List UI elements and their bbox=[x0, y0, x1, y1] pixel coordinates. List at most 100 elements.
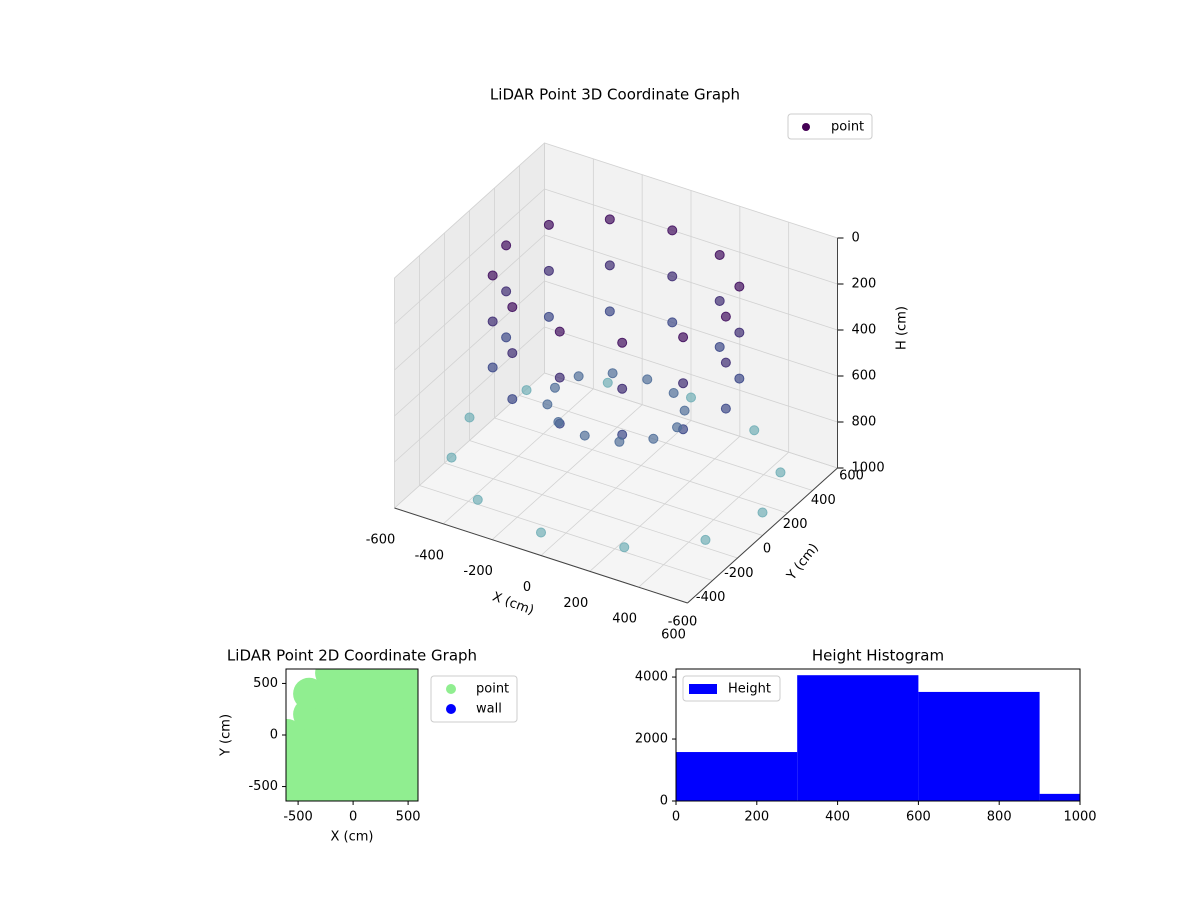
y-tick-label: 2000 bbox=[635, 732, 668, 747]
x-tick-label: 800 bbox=[987, 810, 1012, 825]
chart-title: Height Histogram bbox=[812, 647, 944, 665]
x-tick-label: 1000 bbox=[1063, 810, 1096, 825]
point bbox=[501, 332, 512, 343]
point bbox=[749, 425, 760, 436]
point bbox=[614, 436, 625, 447]
grid-line bbox=[419, 485, 713, 581]
y-tick-label: 600 bbox=[839, 469, 864, 484]
point bbox=[549, 382, 560, 393]
point bbox=[667, 271, 678, 282]
point bbox=[507, 394, 518, 405]
point bbox=[507, 348, 518, 359]
y-axis-label: Y (cm) bbox=[219, 714, 234, 757]
point bbox=[734, 373, 745, 384]
legend-label: point bbox=[831, 120, 864, 135]
z-axis-label: H (cm) bbox=[895, 306, 910, 350]
z-tick-label: 800 bbox=[852, 415, 877, 430]
point bbox=[553, 417, 564, 428]
y-tick-label: -500 bbox=[248, 779, 278, 794]
point bbox=[714, 341, 725, 352]
point bbox=[617, 383, 628, 394]
grid-line bbox=[394, 372, 545, 509]
point bbox=[617, 337, 628, 348]
grid-line bbox=[394, 326, 545, 463]
point bbox=[604, 260, 615, 271]
point bbox=[757, 507, 768, 518]
bar bbox=[918, 691, 1040, 801]
bar bbox=[676, 752, 798, 801]
x-tick-label: 600 bbox=[661, 628, 686, 643]
point bbox=[507, 302, 518, 313]
grid-line bbox=[544, 234, 838, 331]
point bbox=[543, 219, 554, 230]
point bbox=[543, 311, 554, 322]
point bbox=[672, 422, 683, 433]
x-tick-label: -400 bbox=[415, 548, 445, 563]
y-tick-label: 0 bbox=[763, 542, 771, 557]
point bbox=[542, 399, 553, 410]
y-tick-label: 0 bbox=[270, 728, 278, 743]
x-tick-label: 600 bbox=[906, 810, 931, 825]
z-tick-label: 400 bbox=[852, 323, 877, 338]
plot-histogram: 0 200 400 600 800 1000 0 2000 4000 Height bbox=[635, 668, 1097, 825]
y-tick-label: -200 bbox=[724, 566, 754, 581]
legend-label: Height bbox=[728, 682, 771, 697]
chart-title: LiDAR Point 3D Coordinate Graph bbox=[490, 86, 740, 104]
point bbox=[464, 412, 475, 423]
point bbox=[648, 433, 659, 444]
y-tick-label: 400 bbox=[811, 493, 836, 508]
axis-line bbox=[394, 507, 688, 604]
plot-2d: point wall -500 0 500 -500 0 500 X (cm) Y (cm) bbox=[219, 668, 518, 845]
point bbox=[521, 385, 532, 396]
grid-line bbox=[394, 234, 545, 371]
x-tick-label: -500 bbox=[283, 810, 313, 825]
x-tick-label: 500 bbox=[396, 810, 421, 825]
point bbox=[604, 306, 615, 317]
legend-marker bbox=[802, 123, 810, 131]
bar bbox=[1039, 793, 1080, 801]
z-tick-label: 0 bbox=[852, 231, 860, 246]
point bbox=[487, 362, 498, 373]
bar bbox=[797, 675, 919, 801]
x-tick-label: 400 bbox=[612, 612, 637, 627]
point bbox=[543, 265, 554, 276]
point bbox=[403, 669, 418, 690]
point bbox=[700, 534, 711, 545]
point bbox=[668, 387, 679, 398]
point bbox=[775, 467, 786, 478]
point bbox=[714, 295, 725, 306]
point bbox=[501, 286, 512, 297]
y-tick-label: -600 bbox=[668, 615, 698, 630]
point bbox=[501, 240, 512, 251]
z-tick-label: 1000 bbox=[852, 461, 885, 476]
x-tick-label: 400 bbox=[825, 810, 850, 825]
point bbox=[293, 677, 326, 710]
point bbox=[734, 281, 745, 292]
plot-3d: -600-400-2000200400600-600-400-200020040… bbox=[366, 113, 910, 643]
x-tick-label: 0 bbox=[349, 810, 357, 825]
z-tick-label: 600 bbox=[852, 369, 877, 384]
x-axis-label: X (cm) bbox=[331, 830, 374, 845]
legend-label: point bbox=[476, 682, 509, 697]
point bbox=[536, 527, 546, 538]
legend-box bbox=[787, 113, 873, 140]
x-tick-label: -200 bbox=[463, 564, 493, 579]
grid-line bbox=[544, 326, 838, 423]
grid-line bbox=[469, 440, 763, 536]
point bbox=[604, 214, 615, 225]
point bbox=[642, 374, 653, 385]
legend-box bbox=[682, 675, 781, 702]
point bbox=[720, 311, 731, 322]
grid-line bbox=[444, 462, 738, 559]
point bbox=[678, 332, 689, 343]
point bbox=[579, 430, 590, 441]
y-axis-label: Y (cm) bbox=[784, 541, 822, 584]
point bbox=[487, 316, 498, 327]
y-tick-label: 0 bbox=[660, 794, 668, 809]
grid-line bbox=[544, 280, 838, 377]
z-tick-label: 200 bbox=[852, 277, 877, 292]
grid-line bbox=[494, 417, 788, 514]
point bbox=[446, 452, 457, 463]
point bbox=[619, 542, 630, 553]
